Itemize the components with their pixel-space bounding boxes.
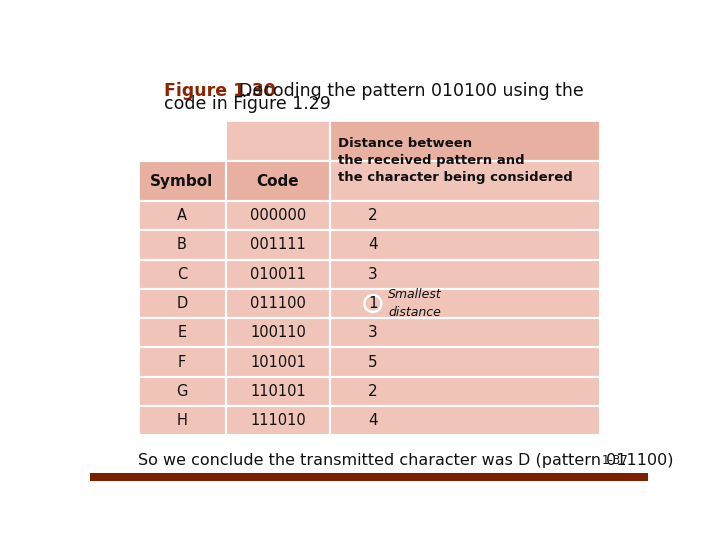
Text: Distance between
the received pattern and
the character being considered: Distance between the received pattern an… — [338, 137, 572, 184]
Text: 111010: 111010 — [250, 413, 306, 428]
Text: 2: 2 — [368, 384, 378, 399]
Text: Figure 1.30: Figure 1.30 — [163, 82, 276, 100]
Text: 3: 3 — [368, 267, 378, 282]
Text: 1: 1 — [368, 296, 378, 311]
Bar — [330, 120, 600, 161]
Text: 101001: 101001 — [250, 355, 306, 369]
Bar — [330, 406, 600, 435]
Bar — [225, 161, 330, 201]
Text: 1-37: 1-37 — [601, 454, 629, 467]
Text: D: D — [176, 296, 187, 311]
Text: F: F — [178, 355, 186, 369]
Text: So we conclude the transmitted character was D (pattern 011100): So we conclude the transmitted character… — [138, 453, 673, 468]
Bar — [138, 347, 225, 377]
Bar — [330, 318, 600, 347]
Text: B: B — [177, 238, 186, 253]
Bar — [138, 260, 225, 289]
Bar — [330, 201, 600, 231]
Text: distance: distance — [388, 306, 441, 319]
Bar — [138, 377, 225, 406]
Text: 4: 4 — [368, 238, 378, 253]
Text: 001111: 001111 — [250, 238, 306, 253]
Bar — [90, 473, 648, 481]
Bar — [138, 231, 225, 260]
Text: 100110: 100110 — [250, 325, 306, 340]
Text: 000000: 000000 — [250, 208, 306, 223]
Text: code in Figure 1.29: code in Figure 1.29 — [163, 95, 330, 113]
Bar — [225, 318, 330, 347]
Bar — [225, 260, 330, 289]
Bar — [225, 406, 330, 435]
Bar — [225, 120, 330, 161]
Text: 011100: 011100 — [250, 296, 306, 311]
Text: 010011: 010011 — [250, 267, 306, 282]
Bar — [330, 161, 600, 201]
Bar — [138, 120, 600, 435]
Bar — [225, 231, 330, 260]
Text: G: G — [176, 384, 187, 399]
Bar — [330, 260, 600, 289]
Text: 3: 3 — [368, 325, 378, 340]
Bar — [225, 377, 330, 406]
Text: E: E — [177, 325, 186, 340]
Text: Symbol: Symbol — [150, 173, 213, 188]
Text: 110101: 110101 — [250, 384, 306, 399]
Text: 2: 2 — [368, 208, 378, 223]
Bar — [225, 347, 330, 377]
Text: Code: Code — [256, 173, 300, 188]
Text: Smallest: Smallest — [388, 288, 442, 301]
Bar — [330, 231, 600, 260]
Text: C: C — [176, 267, 187, 282]
Text: A: A — [177, 208, 186, 223]
Bar — [138, 201, 225, 231]
Bar — [225, 201, 330, 231]
Text: H: H — [176, 413, 187, 428]
Text: Decoding the pattern 010100 using the: Decoding the pattern 010100 using the — [228, 82, 584, 100]
Bar — [138, 161, 225, 201]
Bar — [138, 318, 225, 347]
Bar — [225, 289, 330, 318]
Bar — [138, 406, 225, 435]
Bar — [330, 377, 600, 406]
Text: 5: 5 — [368, 355, 378, 369]
Bar — [330, 289, 600, 318]
Bar — [330, 347, 600, 377]
Text: 4: 4 — [368, 413, 378, 428]
Bar — [138, 289, 225, 318]
